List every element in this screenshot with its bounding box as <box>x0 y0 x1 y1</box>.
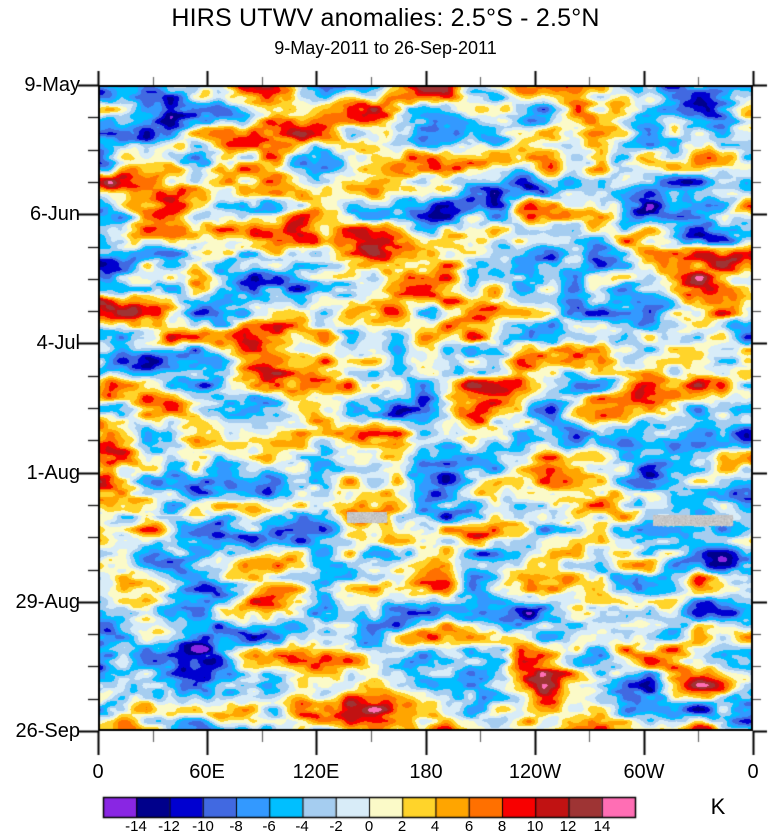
y-tick-label-29aug: 29-Aug <box>15 591 81 613</box>
y-tick-label-9may: 9-May <box>24 74 80 96</box>
cb-label-6: 6 <box>464 818 474 834</box>
chart-subtitle: 9-May-2011 to 26-Sep-2011 <box>274 38 497 58</box>
x-tick-label-60e: 60E <box>189 761 225 783</box>
cb-label-4: 4 <box>430 818 440 834</box>
cb-label-0: 0 <box>364 818 374 834</box>
cb-label-n10: -10 <box>192 818 214 834</box>
colorbar-unit-label: K <box>710 794 726 819</box>
y-tick-label-1aug: 1-Aug <box>26 462 80 484</box>
y-tick-label-26sep: 26-Sep <box>15 720 81 742</box>
y-tick-label-4jul: 4-Jul <box>36 332 80 354</box>
x-tick-label-60w: 60W <box>623 761 665 783</box>
y-tick-label-6jun: 6-Jun <box>29 203 80 225</box>
cb-label-14: 14 <box>593 818 611 834</box>
x-tick-label-120e: 120E <box>292 761 340 783</box>
x-tick-label-0a: 0 <box>92 761 104 783</box>
x-tick-label-120w: 120W <box>508 761 562 783</box>
cb-label-2: 2 <box>397 818 407 834</box>
cb-label-n4: -4 <box>295 818 309 834</box>
cb-label-n2: -2 <box>329 818 343 834</box>
cb-label-n6: -6 <box>262 818 276 834</box>
cb-label-10: 10 <box>526 818 544 834</box>
chart-title: HIRS UTWV anomalies: 2.5°S - 2.5°N <box>171 4 600 32</box>
cb-label-n12: -12 <box>158 818 180 834</box>
cb-label-n14: -14 <box>125 818 147 834</box>
cb-label-8: 8 <box>497 818 507 834</box>
x-tick-label-0b: 0 <box>747 761 759 783</box>
cb-label-12: 12 <box>559 818 577 834</box>
cb-label-n8: -8 <box>229 818 243 834</box>
x-tick-label-180: 180 <box>409 761 443 783</box>
